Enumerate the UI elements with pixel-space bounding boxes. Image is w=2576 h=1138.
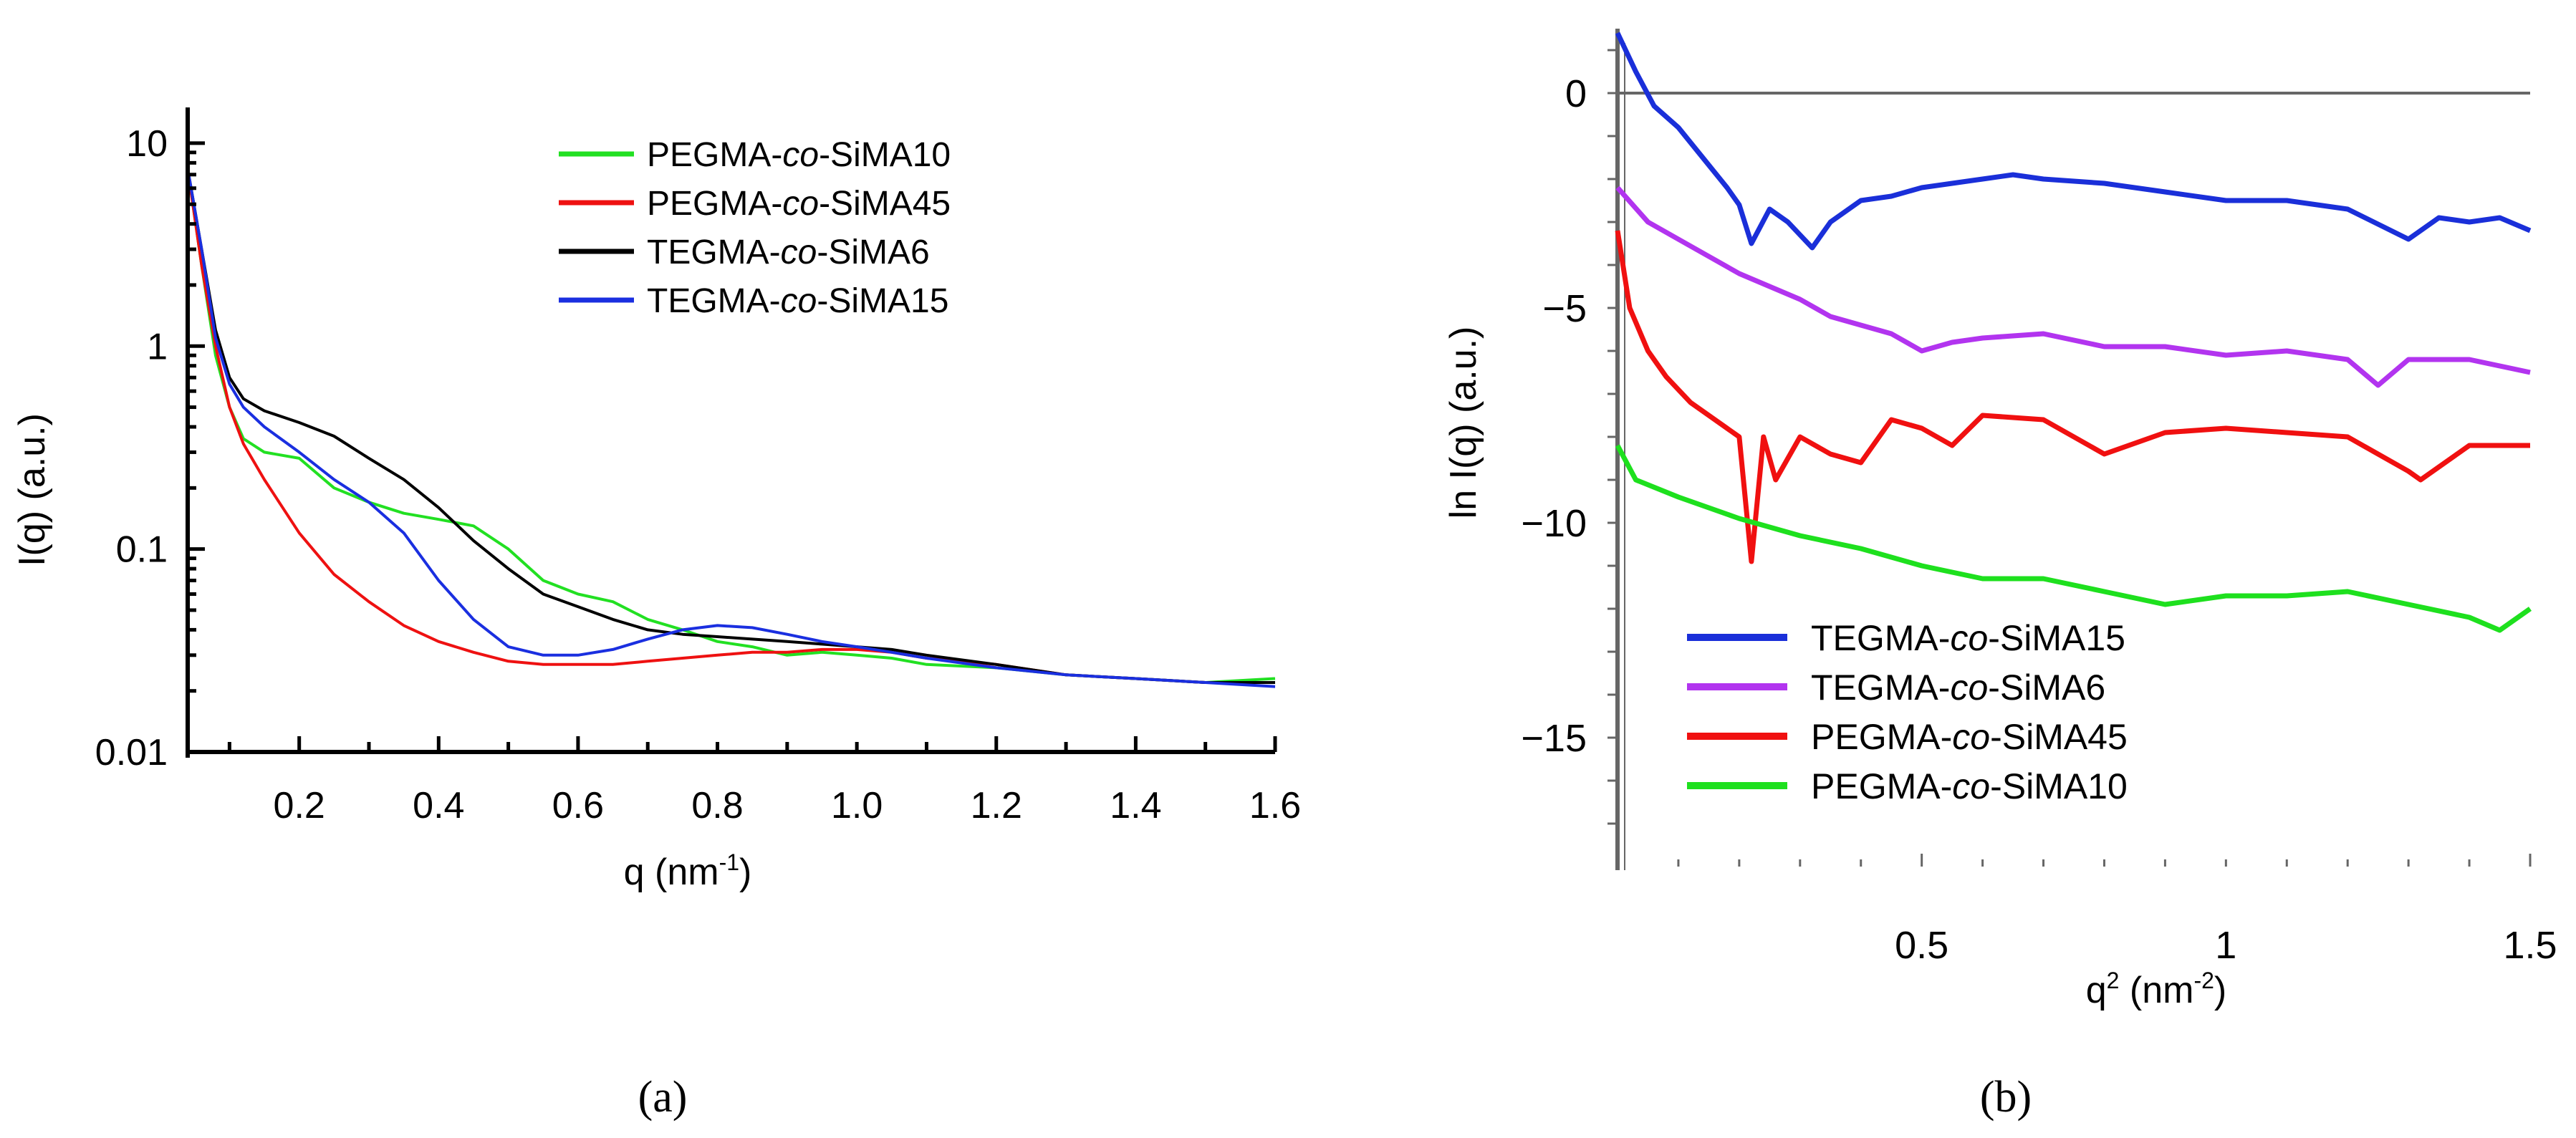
panel-a-y-tick-label: 1 [147, 326, 168, 367]
panel-b-y-tick-label: −15 [1521, 717, 1587, 760]
panel-a-legend: PEGMA-co-SiMA10 PEGMA-co-SiMA45 TEGMA-co-S… [559, 136, 951, 320]
panel-b-series-pegma-co-sima10 [1615, 444, 2532, 633]
panel-b-legend-label: TEGMA-co-SiMA15 [1811, 618, 2125, 658]
panel-b-y-tick-label: 0 [1565, 72, 1587, 115]
panel-a-y-tick-label: 10 [126, 123, 168, 165]
panel-a-caption: (a) [638, 1073, 688, 1122]
panel-b-xlabel: q2 (nm-2) [2086, 968, 2227, 1011]
panel-a-chart: 0.2 0.4 0.6 0.8 1.0 1.2 1.4 1.6 0.01 0.1 1 10 I(q) … [11, 107, 1301, 893]
panel-a-legend-label: TEGMA-co-SiMA6 [647, 233, 930, 271]
panel-a-xlabel: q (nm-1) [624, 849, 752, 893]
panel-a-x-tick-label: 1.4 [1110, 785, 1161, 826]
panel-b-series-pegma-co-sima45 [1615, 230, 2530, 564]
panel-a-series-lines [186, 168, 1276, 688]
panel-b-ticks: 0 −5 −10 −15 0.5 1 1.5 [1521, 49, 2557, 967]
panel-a-y-tick-label: 0.1 [116, 529, 168, 571]
panel-b-y-tick-label: −10 [1521, 502, 1587, 545]
panel-a-x-tick-label: 1.2 [971, 785, 1022, 826]
panel-a-legend-label: PEGMA-co-SiMA10 [647, 136, 951, 174]
panel-b-caption: (b) [1980, 1073, 2032, 1122]
panel-a-ticks: 0.2 0.4 0.6 0.8 1.0 1.2 1.4 1.6 0.01 0.1 1 10 [95, 123, 1301, 826]
panel-b-x-tick-label: 1 [2215, 924, 2236, 967]
panel-a-series-tegma-co-sima15 [186, 168, 1276, 688]
panel-b-series-tegma-co-sima15 [1615, 32, 2532, 251]
panel-a-series-pegma-co-sima10 [186, 168, 1276, 684]
panel-b-x-tick-label: 0.5 [1895, 924, 1948, 967]
panel-b-series-tegma-co-sima6 [1615, 185, 2531, 388]
panel-a-legend-label: TEGMA-co-SiMA15 [647, 282, 948, 320]
panel-a-x-tick-label: 0.4 [413, 785, 464, 826]
panel-a-x-tick-label: 0.2 [274, 785, 325, 826]
panel-a-x-tick-label: 0.8 [691, 785, 743, 826]
panel-b-x-tick-label: 1.5 [2503, 924, 2557, 967]
panel-a-y-tick-label: 0.01 [95, 732, 168, 773]
panel-a-x-tick-label: 1.0 [831, 785, 883, 826]
panel-b-legend-label: PEGMA-co-SiMA45 [1811, 717, 2128, 757]
panel-b-ylabel: ln I(q) (a.u.) [1443, 327, 1484, 519]
panel-b-chart: 0 −5 −10 −15 0.5 1 1.5 ln I(q) (a.u.) q2 (nm-2… [1443, 29, 2557, 1011]
panel-a-legend-label: PEGMA-co-SiMA45 [647, 185, 951, 223]
panel-b-series-lines [1615, 32, 2532, 633]
panel-b-legend: TEGMA-co-SiMA15 TEGMA-co-SiMA6 PEGMA-co-Si… [1687, 618, 2128, 806]
panel-a-series-tegma-co-sima6 [186, 168, 1275, 684]
panel-a-x-tick-label: 1.6 [1249, 785, 1301, 826]
panel-b-y-tick-label: −5 [1542, 287, 1587, 330]
panel-b-legend-label: PEGMA-co-SiMA10 [1811, 766, 2128, 806]
panel-a-x-tick-label: 0.6 [552, 785, 604, 826]
panel-b-legend-label: TEGMA-co-SiMA6 [1811, 667, 2105, 708]
panel-a-ylabel: I(q) (a.u.) [11, 413, 53, 566]
